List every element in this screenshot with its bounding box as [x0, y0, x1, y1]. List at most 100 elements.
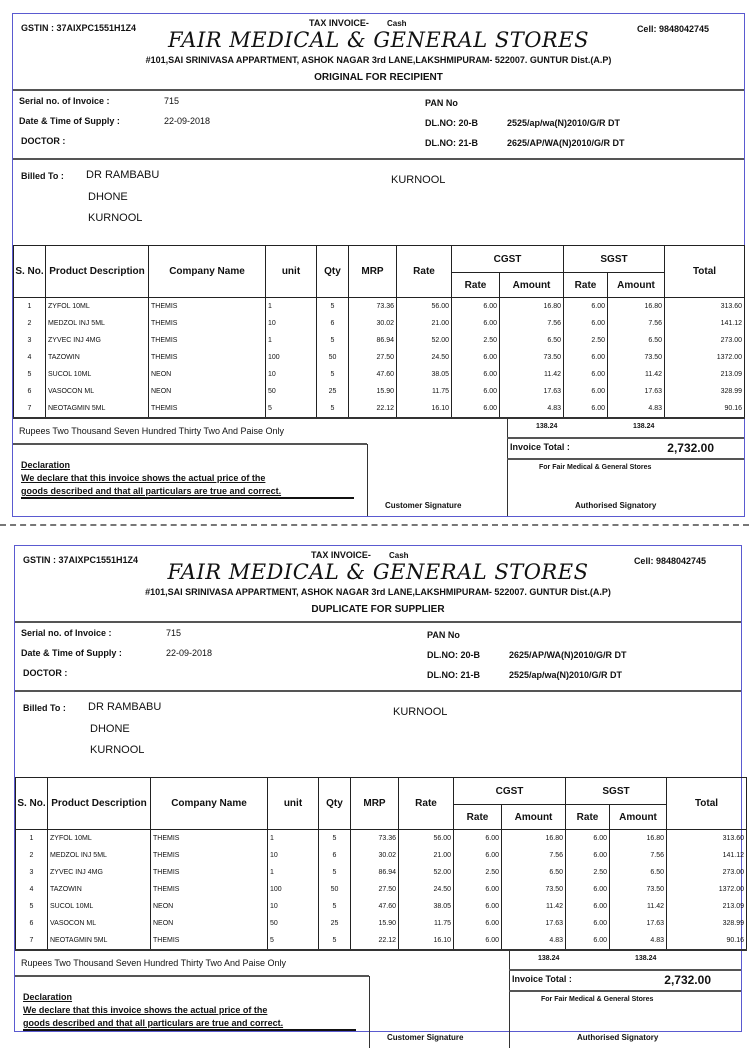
- cell-mrp: 15.90: [348, 383, 397, 400]
- cell-mrp: 22.12: [348, 400, 397, 419]
- doctor-label: DOCTOR :: [21, 136, 66, 146]
- cell-cgst-amt: 73.50: [499, 349, 564, 366]
- declaration-line2: goods described and that all particulars…: [23, 1018, 284, 1028]
- cell-unit: 100: [265, 349, 317, 366]
- divider: [15, 621, 741, 623]
- table-row: 6 VASOCON ML NEON 50 25 15.90 11.75 6.00 17.63 6.…: [15, 915, 748, 932]
- declaration-title: Declaration: [23, 992, 73, 1002]
- billed-line2: DHONE: [88, 191, 128, 203]
- cell-sno: 4: [15, 881, 48, 898]
- col-sgst: SGST: [564, 777, 668, 805]
- cell-cgst-rate: 6.00: [451, 349, 500, 366]
- col-product: Product Description: [45, 245, 149, 298]
- cell-qty: 5: [318, 864, 351, 881]
- cell-unit: 50: [265, 383, 317, 400]
- invoice-duplicate: GSTIN : 37AIXPC1551H1Z4 TAX INVOICE- Cash C…: [14, 545, 748, 1048]
- cell-company: THEMIS: [148, 315, 266, 332]
- cell-sno: 2: [13, 315, 46, 332]
- cell-sgst-rate: 6.00: [565, 847, 610, 864]
- cell-sno: 2: [15, 847, 48, 864]
- declaration-title: Declaration: [21, 460, 71, 470]
- cell-sgst-amt: 73.50: [608, 881, 668, 898]
- cell-sgst-amt: 7.56: [608, 847, 668, 864]
- cell-sgst-amt: 4.83: [608, 932, 668, 951]
- serial-value: 715: [166, 628, 182, 638]
- cell-unit: 5: [267, 932, 319, 951]
- divider: [507, 437, 744, 439]
- cell-sgst-rate: 6.00: [563, 383, 608, 400]
- cell-company: NEON: [148, 366, 266, 383]
- col-total: Total: [664, 245, 746, 298]
- cell-unit: 10: [267, 898, 319, 915]
- invoice-total-value: 2,732.00: [667, 441, 714, 455]
- divider: [13, 158, 744, 160]
- divider: [507, 418, 508, 516]
- billed-line2: DHONE: [90, 723, 130, 735]
- cell-cgst-amt: 16.80: [499, 297, 564, 315]
- cell-sgst-rate: 6.00: [563, 297, 608, 315]
- cell-company: NEON: [150, 915, 268, 932]
- divider: [509, 969, 741, 971]
- cell-rate: 24.50: [396, 349, 452, 366]
- divider: [13, 443, 367, 445]
- col-sno: S. No.: [13, 245, 46, 298]
- cell-sgst-amt: 11.42: [606, 366, 666, 383]
- cell-sgst-rate: 2.50: [563, 332, 608, 349]
- cell-sno: 5: [13, 366, 46, 383]
- cell-rate: 38.05: [398, 898, 454, 915]
- gstin: GSTIN : 37AIXPC1551H1Z4: [23, 555, 139, 565]
- cell-total: 90.16: [664, 400, 746, 419]
- cell-total: 141.12: [666, 847, 748, 864]
- cell-total: 1372.00: [664, 349, 746, 366]
- cell-product: ZYVEC INJ 4MG: [45, 332, 149, 349]
- cell-unit: 50: [267, 915, 319, 932]
- col-company: Company Name: [148, 245, 266, 298]
- invoice-total-label: Invoice Total :: [512, 974, 572, 984]
- cell-product: TAZOWIN: [47, 881, 151, 898]
- cell-cgst-amt: 17.63: [501, 915, 566, 932]
- cell-cgst-amt: 6.50: [501, 864, 566, 881]
- cell-unit: 100: [267, 881, 319, 898]
- cell-sgst-rate: 6.00: [563, 349, 608, 366]
- cell-sgst-amt: 16.80: [608, 829, 668, 847]
- cell-mrp: 30.02: [348, 315, 397, 332]
- cell-sno: 7: [13, 400, 46, 419]
- date-value: 22-09-2018: [164, 116, 211, 126]
- cell-total: 273.00: [666, 864, 748, 881]
- table-row: 2 MEDZOL INJ 5ML THEMIS 10 6 30.02 21.00 6.00 7.…: [15, 847, 748, 864]
- table-row: 4 TAZOWIN THEMIS 100 50 27.50 24.50 6.00 73.50 6.…: [15, 881, 748, 898]
- cell-mrp: 47.60: [348, 366, 397, 383]
- cell-sno: 1: [13, 297, 46, 315]
- billed-line3: KURNOOL: [90, 744, 145, 756]
- cell-cgst-rate: 6.00: [453, 932, 502, 951]
- sgst-total: 138.24: [633, 423, 655, 430]
- pan-label: PAN No: [427, 630, 460, 640]
- cell-product: VASOCON ML: [47, 915, 151, 932]
- billed-line3: KURNOOL: [88, 212, 143, 224]
- copy-label: DUPLICATE FOR SUPPLIER: [311, 604, 445, 615]
- cell-company: THEMIS: [150, 847, 268, 864]
- dl2-label: DL.NO: 21-B: [425, 138, 479, 148]
- billed-to-label: Billed To :: [23, 703, 66, 713]
- cell-unit: 1: [265, 297, 317, 315]
- dl2-value: 2525/ap/wa(N)2010/G/R DT: [509, 670, 623, 680]
- payment-mode: Cash: [389, 551, 409, 560]
- cell-product: ZYFOL 10ML: [47, 829, 151, 847]
- cell-mrp: 73.36: [350, 829, 399, 847]
- col-product: Product Description: [47, 777, 151, 830]
- cell-cgst-rate: 6.00: [451, 383, 500, 400]
- cell-mrp: 15.90: [350, 915, 399, 932]
- cell-mrp: 86.94: [350, 864, 399, 881]
- declaration-line1: We declare that this invoice shows the a…: [23, 1005, 268, 1015]
- table-row: 3 ZYVEC INJ 4MG THEMIS 1 5 86.94 52.00 2.50 6.50…: [15, 864, 748, 881]
- cell-qty: 50: [318, 881, 351, 898]
- cgst-total: 138.24: [538, 955, 560, 962]
- cell-product: MEDZOL INJ 5ML: [45, 315, 149, 332]
- col-cgst: CGST: [451, 245, 564, 273]
- divider: [367, 444, 368, 516]
- cell-sno: 3: [13, 332, 46, 349]
- cell-product: NEOTAGMIN 5ML: [45, 400, 149, 419]
- cell-cgst-amt: 7.56: [501, 847, 566, 864]
- cell-unit: 10: [265, 315, 317, 332]
- cell-company: THEMIS: [150, 932, 268, 951]
